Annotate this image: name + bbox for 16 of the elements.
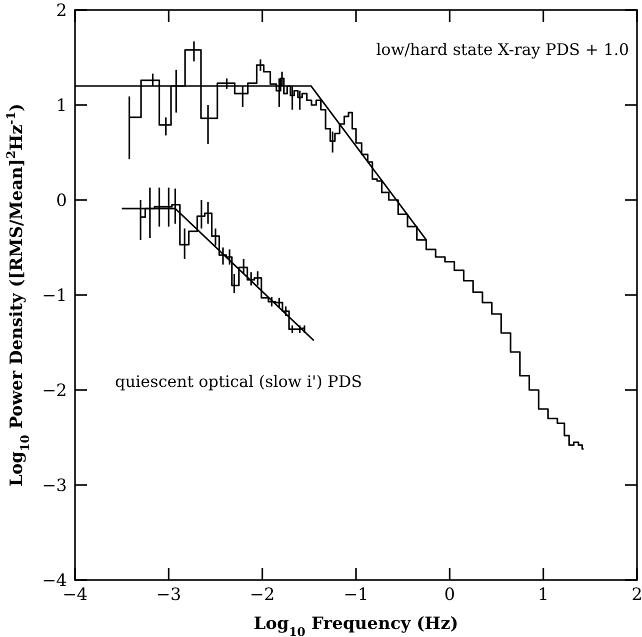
y-tick-label: −2: [42, 380, 67, 401]
y-tick-label: 2: [56, 0, 67, 21]
x-tick-label: 2: [632, 585, 642, 605]
x-tick-label: −1: [343, 585, 369, 605]
x-tick-label: −3: [156, 585, 182, 605]
y-tick-label: −4: [42, 570, 67, 591]
x-tick-label: −2: [250, 585, 275, 605]
annotation: low/hard state X-ray PDS + 1.0: [376, 40, 629, 59]
y-tick-label: 0: [56, 190, 67, 211]
x-tick-label: 1: [538, 585, 549, 605]
y-tick-label: −3: [42, 476, 67, 496]
annotation: quiescent optical (slow i') PDS: [115, 372, 362, 391]
x-axis-title: Log$_{10}$ Frequency (Hz): [254, 614, 458, 637]
x-tick-label: 0: [444, 585, 456, 605]
y-tick-label: 1: [56, 96, 67, 116]
y-tick-label: −1: [42, 286, 67, 306]
